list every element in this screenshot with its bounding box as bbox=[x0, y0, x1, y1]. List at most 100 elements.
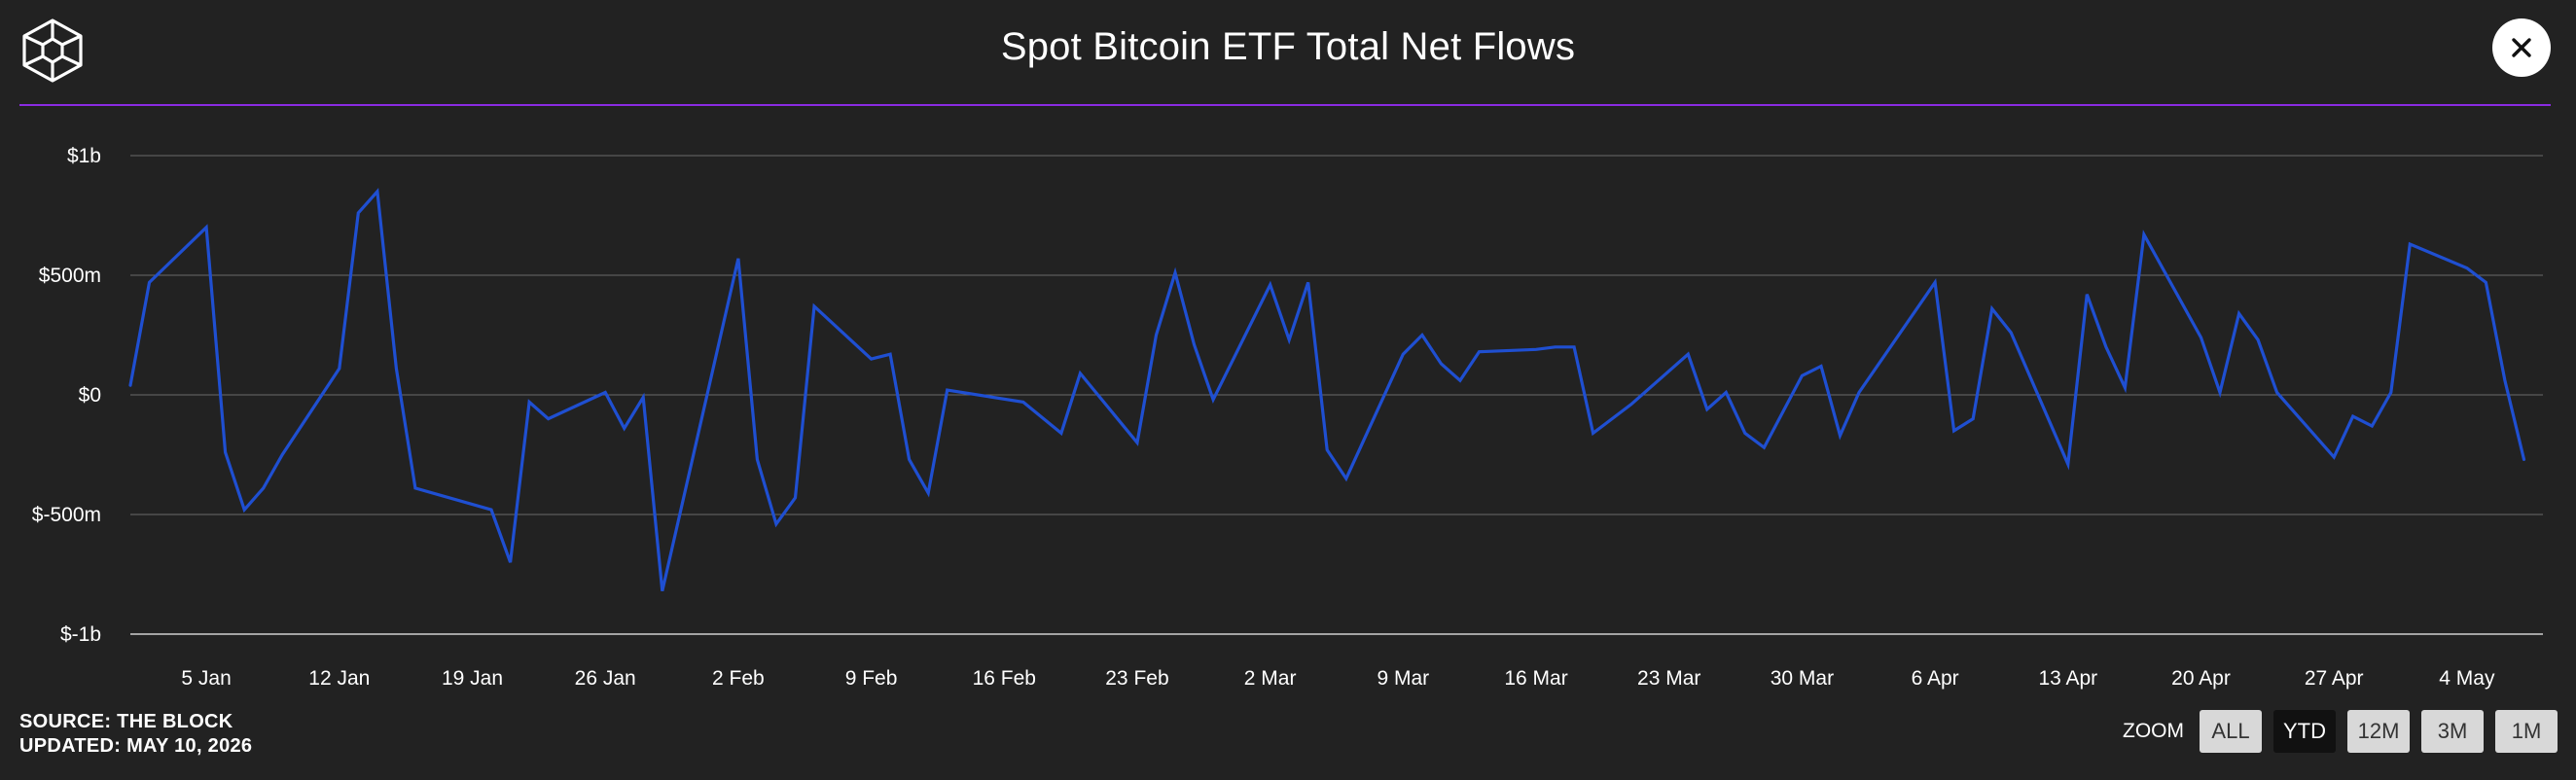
data-point[interactable] bbox=[2234, 307, 2245, 319]
data-point[interactable] bbox=[1074, 368, 1086, 379]
zoom-ytd-button[interactable]: YTD bbox=[2273, 710, 2336, 753]
data-point[interactable] bbox=[2100, 341, 2112, 353]
data-point[interactable] bbox=[657, 585, 668, 597]
zoom-label: ZOOM bbox=[2123, 720, 2184, 742]
data-point[interactable] bbox=[1853, 387, 1865, 399]
data-point[interactable] bbox=[2328, 451, 2340, 463]
data-point[interactable] bbox=[1720, 387, 1732, 399]
data-point[interactable] bbox=[1682, 348, 1694, 360]
data-point[interactable] bbox=[1626, 399, 1637, 410]
data-point[interactable] bbox=[1018, 396, 1029, 408]
data-point[interactable] bbox=[790, 492, 802, 504]
gridlines bbox=[130, 155, 2543, 635]
data-point[interactable] bbox=[2272, 387, 2283, 399]
x-tick-label: 2 Mar bbox=[1244, 667, 1297, 690]
data-point[interactable] bbox=[390, 363, 402, 374]
data-point[interactable] bbox=[922, 487, 934, 499]
data-point[interactable] bbox=[485, 504, 497, 515]
data-point[interactable] bbox=[884, 348, 896, 360]
data-point[interactable] bbox=[1949, 425, 1960, 437]
data-point[interactable] bbox=[904, 453, 915, 465]
data-point[interactable] bbox=[1796, 370, 1807, 381]
data-point[interactable] bbox=[144, 276, 156, 288]
data-point[interactable] bbox=[942, 384, 953, 396]
close-button[interactable] bbox=[2492, 18, 2551, 77]
data-point[interactable] bbox=[1131, 437, 1143, 448]
zoom-all-button[interactable]: ALL bbox=[2200, 710, 2262, 753]
data-point[interactable] bbox=[2404, 238, 2415, 250]
data-point[interactable] bbox=[2062, 458, 2074, 470]
data-point[interactable] bbox=[2385, 387, 2397, 399]
data-point[interactable] bbox=[523, 396, 535, 408]
data-point[interactable] bbox=[1739, 427, 1751, 439]
data-point[interactable] bbox=[238, 504, 250, 515]
data-point[interactable] bbox=[637, 392, 649, 404]
zoom-3m-button[interactable]: 3M bbox=[2421, 710, 2484, 753]
data-point[interactable] bbox=[751, 453, 763, 465]
data-point[interactable] bbox=[2196, 332, 2207, 343]
data-point[interactable] bbox=[125, 379, 136, 391]
data-point[interactable] bbox=[1416, 330, 1428, 341]
data-point[interactable] bbox=[1397, 348, 1409, 360]
data-point[interactable] bbox=[334, 363, 345, 374]
data-point[interactable] bbox=[2499, 374, 2511, 386]
data-point[interactable] bbox=[1151, 330, 1163, 341]
data-point[interactable] bbox=[2252, 334, 2264, 345]
data-point[interactable] bbox=[1303, 276, 1314, 288]
data-point[interactable] bbox=[276, 449, 288, 461]
data-point[interactable] bbox=[1169, 267, 1181, 279]
data-point[interactable] bbox=[505, 556, 517, 568]
data-point[interactable] bbox=[2119, 382, 2130, 394]
data-point[interactable] bbox=[1929, 276, 1941, 288]
data-point[interactable] bbox=[1454, 374, 1466, 386]
data-point[interactable] bbox=[1435, 358, 1447, 370]
zoom-12m-button[interactable]: 12M bbox=[2347, 710, 2410, 753]
data-point[interactable] bbox=[2081, 289, 2093, 301]
x-tick-label: 23 Mar bbox=[1637, 667, 1700, 690]
data-point[interactable] bbox=[1341, 473, 1352, 484]
data-point[interactable] bbox=[2519, 453, 2530, 465]
data-point[interactable] bbox=[1530, 343, 1542, 355]
data-point[interactable] bbox=[733, 253, 744, 265]
data-point[interactable] bbox=[770, 518, 782, 530]
data-point[interactable] bbox=[2347, 410, 2359, 422]
data-point[interactable] bbox=[2214, 387, 2226, 399]
data-point[interactable] bbox=[2366, 420, 2378, 432]
data-point[interactable] bbox=[1815, 361, 1827, 372]
data-point[interactable] bbox=[1189, 338, 1200, 350]
zoom-1m-button[interactable]: 1M bbox=[2495, 710, 2558, 753]
chart-title: Spot Bitcoin ETF Total Net Flows bbox=[1000, 25, 1576, 68]
x-tick-label: 5 Jan bbox=[181, 667, 231, 690]
data-point[interactable] bbox=[1588, 427, 1599, 439]
data-point[interactable] bbox=[2005, 327, 2017, 338]
data-point[interactable] bbox=[1986, 302, 1998, 314]
data-point[interactable] bbox=[1055, 427, 1067, 439]
data-point[interactable] bbox=[2138, 229, 2150, 240]
data-point[interactable] bbox=[1758, 442, 1770, 453]
data-point[interactable] bbox=[543, 413, 555, 425]
data-point[interactable] bbox=[1701, 404, 1713, 415]
data-point[interactable] bbox=[1265, 279, 1276, 291]
data-point[interactable] bbox=[1283, 334, 1295, 345]
data-point[interactable] bbox=[352, 207, 364, 219]
data-point[interactable] bbox=[258, 482, 269, 494]
data-point[interactable] bbox=[1321, 444, 1333, 456]
data-point[interactable] bbox=[410, 482, 421, 494]
data-point[interactable] bbox=[1474, 346, 1485, 358]
data-point[interactable] bbox=[1550, 341, 1561, 353]
data-point[interactable] bbox=[372, 186, 383, 197]
data-point[interactable] bbox=[599, 387, 611, 399]
data-point[interactable] bbox=[808, 301, 820, 312]
data-point[interactable] bbox=[200, 222, 212, 233]
data-point[interactable] bbox=[1606, 413, 1618, 425]
the-block-logo-icon bbox=[22, 18, 83, 83]
data-point[interactable] bbox=[220, 446, 232, 458]
data-point[interactable] bbox=[1967, 413, 1979, 425]
data-point[interactable] bbox=[1207, 394, 1219, 406]
data-point[interactable] bbox=[619, 422, 630, 434]
data-point[interactable] bbox=[2461, 263, 2473, 274]
data-point[interactable] bbox=[2480, 276, 2491, 288]
data-point[interactable] bbox=[866, 353, 877, 365]
data-point[interactable] bbox=[1835, 430, 1846, 442]
data-point[interactable] bbox=[1568, 341, 1580, 353]
